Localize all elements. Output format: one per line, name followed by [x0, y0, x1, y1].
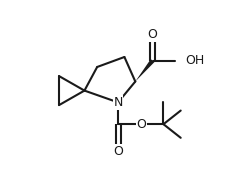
Polygon shape: [135, 59, 154, 81]
Text: O: O: [148, 28, 158, 41]
Text: OH: OH: [185, 54, 205, 67]
Text: O: O: [113, 145, 123, 158]
Text: N: N: [113, 96, 123, 109]
Text: O: O: [137, 118, 147, 131]
